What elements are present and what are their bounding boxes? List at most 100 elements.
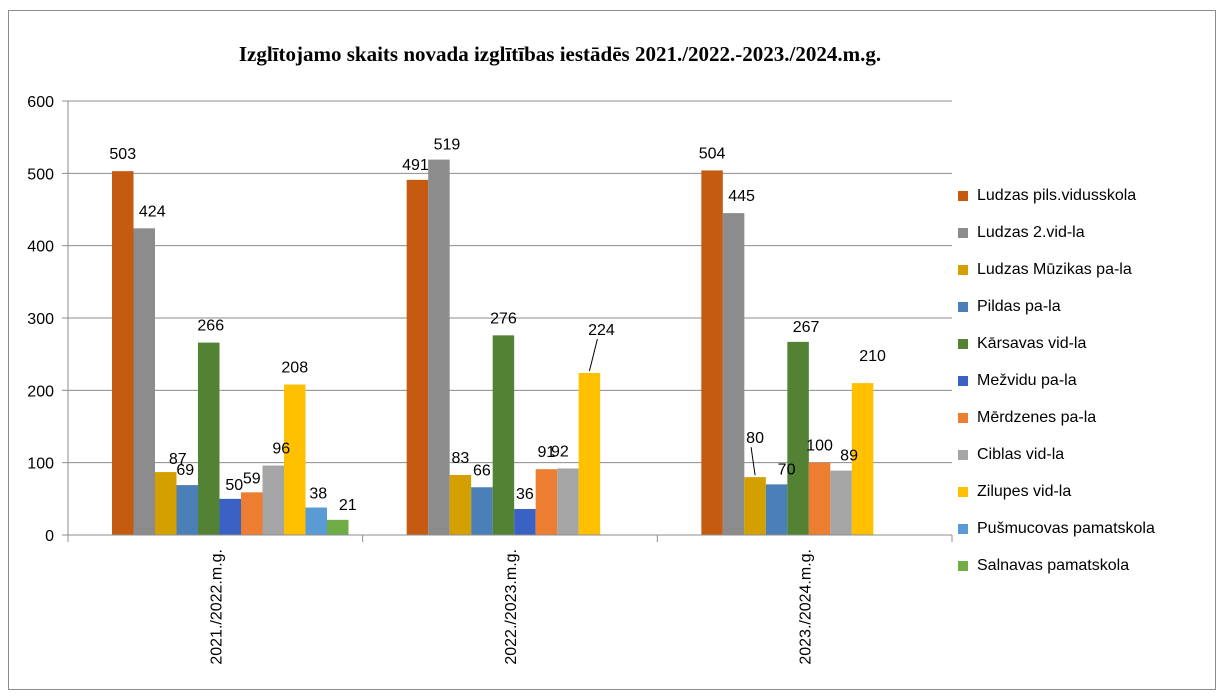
bar	[557, 468, 579, 535]
legend-swatch	[958, 264, 968, 275]
data-label: 491	[402, 157, 429, 174]
bar	[808, 462, 831, 535]
data-label: 87	[169, 451, 187, 468]
bar	[305, 507, 327, 535]
bar	[241, 492, 263, 535]
legend-label: Pušmucovas pamatskola	[977, 519, 1155, 537]
bar	[284, 384, 306, 535]
data-label: 208	[281, 360, 308, 377]
chart-title: Izglītojamo skaits novada izglītības ies…	[238, 42, 882, 66]
legend-swatch	[958, 227, 968, 238]
data-label: 100	[806, 438, 833, 455]
data-label: 276	[490, 310, 517, 327]
bar	[492, 335, 515, 535]
legend-swatch	[958, 486, 968, 497]
legend-swatch	[958, 412, 968, 423]
legend-swatch	[958, 560, 968, 571]
data-label: 224	[588, 322, 615, 339]
x-category-label: 2023./2024.m.g.	[798, 549, 815, 665]
legend-item: Ludzas Mūzikas pa-la	[958, 258, 1155, 281]
legend-swatch	[958, 190, 968, 201]
legend-item: Mežvidu pa-la	[958, 369, 1155, 392]
legend-swatch	[958, 523, 968, 534]
x-category-label: 2021./2022.m.g.	[208, 549, 225, 665]
data-label-leader	[750, 447, 756, 476]
data-label-leader	[588, 338, 598, 372]
legend-label: Ludzas 2.vid-la	[977, 223, 1085, 241]
legend-item: Kārsavas vid-la	[958, 332, 1155, 355]
bar	[744, 477, 766, 535]
data-label: 91	[538, 444, 556, 461]
x-category-label: 2022./2023.m.g.	[503, 549, 520, 665]
bar	[198, 342, 220, 535]
data-label: 69	[176, 462, 194, 479]
bar	[765, 484, 788, 535]
data-label: 92	[551, 443, 569, 460]
data-label: 50	[225, 477, 243, 494]
y-tick-label: 100	[27, 456, 54, 473]
bar	[327, 519, 349, 535]
bar	[514, 508, 536, 535]
legend-swatch	[958, 301, 968, 312]
data-label: 424	[139, 203, 166, 220]
data-label: 83	[452, 450, 470, 467]
bar	[830, 470, 852, 535]
data-label: 21	[339, 497, 357, 514]
bar	[406, 179, 429, 536]
legend-label: Ludzas pils.vidusskola	[977, 186, 1137, 204]
data-label: 504	[699, 145, 726, 162]
bar	[262, 465, 284, 535]
legend-swatch	[958, 338, 968, 349]
legend-swatch	[958, 375, 968, 386]
data-label: 59	[243, 470, 261, 487]
legend-item: Pušmucovas pamatskola	[958, 517, 1155, 540]
legend-label: Ciblas vid-la	[977, 445, 1065, 463]
bar	[176, 485, 198, 535]
data-label: 210	[859, 348, 886, 365]
data-label: 36	[516, 486, 534, 503]
bar	[701, 170, 723, 535]
legend-label: Ludzas Mūzikas pa-la	[977, 260, 1132, 278]
y-tick-label: 300	[27, 311, 54, 328]
y-tick-label: 600	[27, 94, 54, 111]
y-tick-label: 200	[27, 383, 54, 400]
legend-label: Pildas pa-la	[977, 297, 1061, 315]
bar	[112, 171, 134, 535]
legend-item: Salnavas pamatskola	[958, 554, 1155, 577]
bar	[133, 228, 155, 535]
data-label: 445	[728, 188, 755, 205]
legend-item: Ciblas vid-la	[958, 443, 1155, 466]
legend-label: Kārsavas vid-la	[977, 334, 1087, 352]
legend-item: Ludzas 2.vid-la	[958, 221, 1155, 244]
data-label: 503	[109, 146, 136, 163]
bar	[219, 498, 241, 535]
data-label: 267	[793, 319, 820, 336]
data-label: 38	[309, 486, 327, 503]
chart-legend: Ludzas pils.vidusskola Ludzas 2.vid-la Lud…	[958, 184, 1155, 591]
y-tick-label: 400	[27, 239, 54, 256]
y-tick-label: 500	[27, 166, 54, 183]
bar	[155, 472, 177, 535]
legend-item: Zilupes vid-la	[958, 480, 1155, 503]
bar	[851, 383, 874, 535]
legend-swatch	[958, 449, 968, 460]
bar	[471, 487, 493, 535]
legend-item: Pildas pa-la	[958, 295, 1155, 318]
legend-label: Zilupes vid-la	[977, 482, 1072, 500]
data-label: 70	[778, 461, 796, 478]
data-label: 519	[434, 137, 461, 154]
legend-label: Mežvidu pa-la	[977, 371, 1077, 389]
data-label: 96	[272, 441, 290, 458]
data-label: 89	[840, 448, 858, 465]
data-label: 66	[473, 462, 491, 479]
legend-item: Ludzas pils.vidusskola	[958, 184, 1155, 207]
legend-item: Mērdzenes pa-la	[958, 406, 1155, 429]
bar	[787, 341, 809, 535]
data-label: 266	[197, 318, 224, 335]
data-label: 80	[746, 430, 764, 447]
bar	[535, 469, 558, 535]
legend-label: Salnavas pamatskola	[977, 556, 1130, 574]
y-tick-label: 0	[45, 528, 54, 545]
bar	[428, 159, 450, 535]
